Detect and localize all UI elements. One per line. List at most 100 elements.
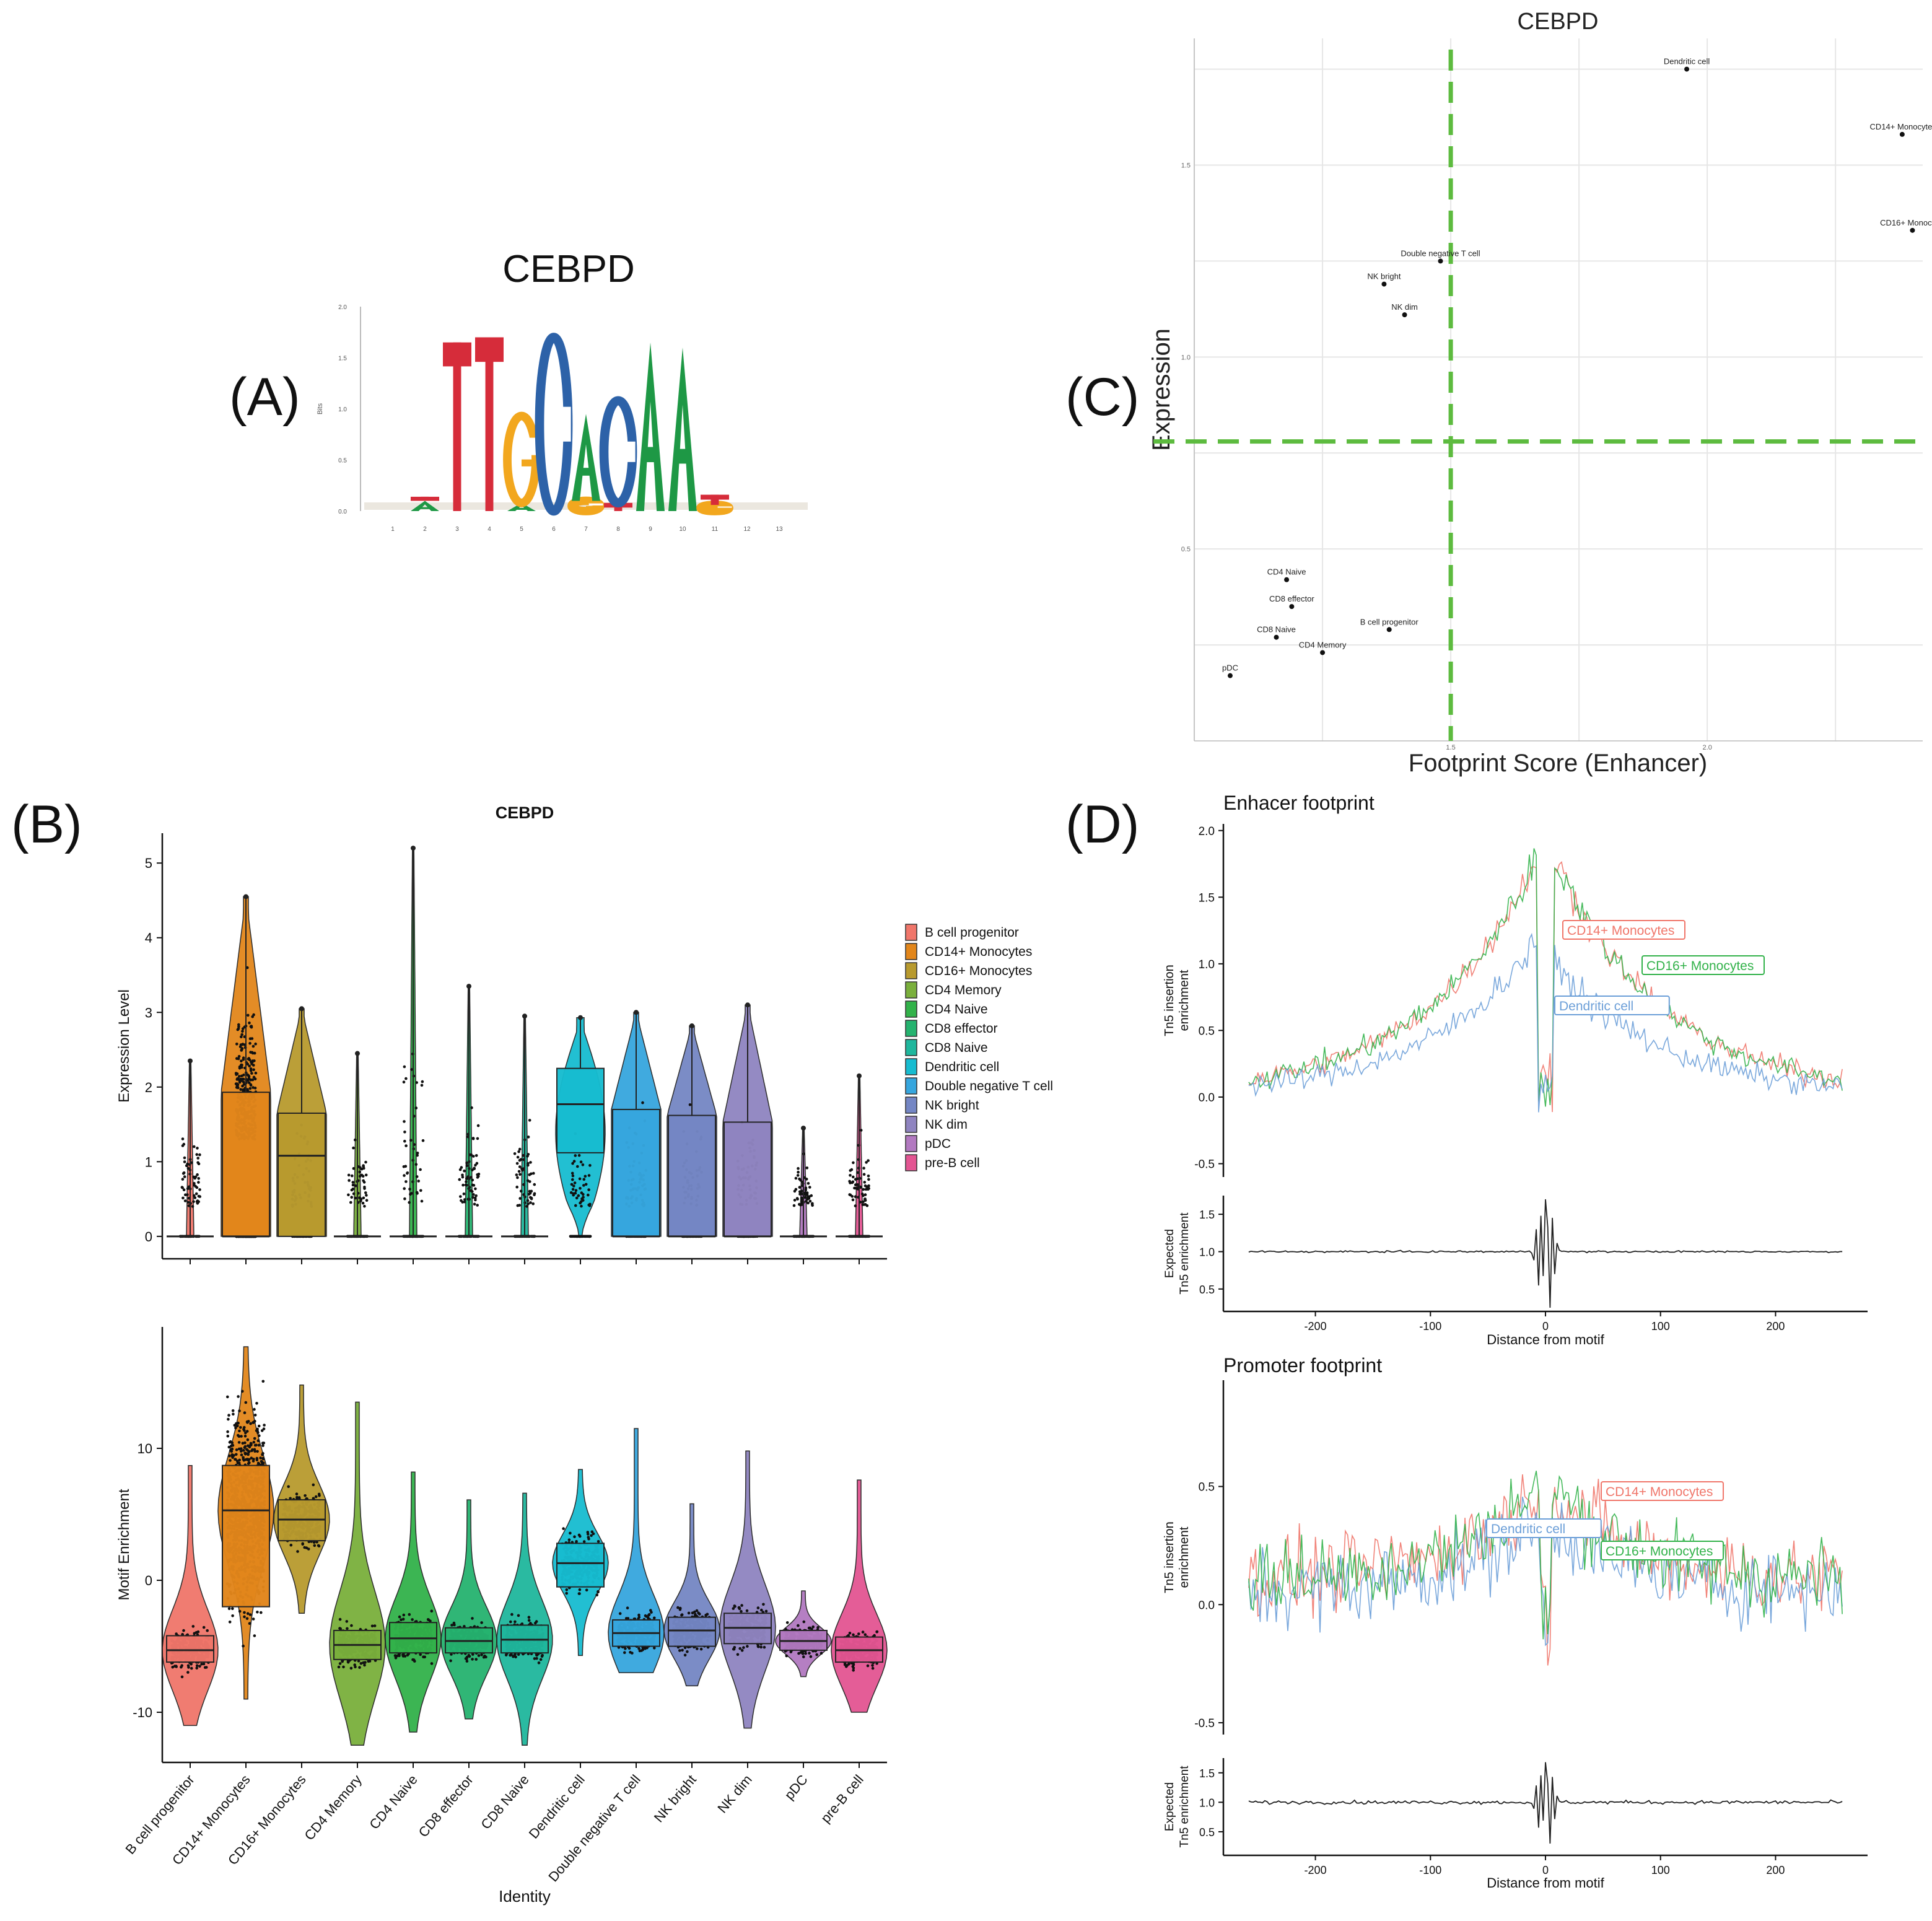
violin-point (471, 1196, 474, 1199)
violin-point (472, 1192, 475, 1196)
violin-point (236, 1028, 240, 1031)
panel-label-c: (C) (1065, 367, 1139, 427)
logo-letter-t-stem (421, 496, 429, 501)
violin-box (278, 1112, 326, 1237)
violin-point (235, 1453, 238, 1456)
violin-point (242, 1074, 245, 1077)
violin-point (362, 1164, 365, 1167)
violin-point (245, 1458, 249, 1461)
violin-point (255, 1458, 259, 1462)
violin-point (237, 1435, 241, 1438)
violin-point (256, 1439, 260, 1442)
violin-point (318, 1494, 321, 1497)
violin-point (403, 1120, 406, 1123)
violin-point (584, 1235, 587, 1238)
violin-point (242, 1449, 245, 1452)
violin-point (251, 1459, 255, 1463)
violin-point (470, 1176, 473, 1179)
violin-point (529, 1196, 532, 1199)
violin-point (797, 1166, 800, 1170)
violin-point (463, 1169, 466, 1173)
violin-point (420, 1083, 424, 1087)
violin-point (519, 1189, 523, 1193)
violin-point (363, 1663, 366, 1667)
violin-point (226, 1430, 229, 1433)
violin-point (373, 1624, 377, 1627)
violin-point (296, 1550, 299, 1553)
violin-point (460, 1166, 463, 1169)
violin-box (222, 1464, 270, 1608)
violin-point (246, 966, 249, 969)
violin-y-tick-label: 10 (138, 1441, 152, 1456)
violin-point (351, 1181, 355, 1184)
violin-point (528, 1173, 531, 1176)
violin-point (250, 1456, 253, 1459)
violin-point (403, 1197, 406, 1201)
logo-letter-a-bar (643, 447, 658, 463)
violin-point (337, 1665, 341, 1669)
violin-point (515, 1185, 518, 1189)
violin-point (419, 1168, 422, 1171)
violin-point (465, 1183, 468, 1187)
violin-point (413, 1660, 416, 1663)
violin-point (688, 1103, 692, 1106)
violin-point (235, 1073, 238, 1076)
violin-point (852, 1175, 855, 1179)
violin-point (462, 1192, 466, 1196)
violin-point (792, 1204, 796, 1207)
violin-point (851, 1180, 855, 1183)
violin-point (352, 1166, 356, 1170)
violin-point (181, 1172, 185, 1175)
violin-point (243, 1615, 246, 1619)
logo-position-label: 6 (552, 526, 556, 533)
logo-position-label: 3 (455, 526, 459, 533)
panel-label-d: (D) (1065, 795, 1139, 854)
violin-point (403, 1065, 406, 1069)
violin-point (404, 1144, 408, 1147)
violin-point (854, 1204, 857, 1207)
violin-point (227, 1414, 230, 1417)
violin-point (577, 1194, 580, 1197)
violin-point (528, 1119, 531, 1122)
violin-box (556, 1067, 605, 1153)
violin-point (202, 1626, 206, 1629)
violin-point (533, 1193, 536, 1196)
panel-label-a: (A) (229, 367, 300, 427)
violin-point (237, 1441, 241, 1444)
violin-point (252, 1440, 256, 1444)
violin-outlier (188, 1058, 193, 1064)
violin-outlier (522, 1013, 527, 1019)
violin-point (245, 1448, 248, 1451)
violin-point (865, 1185, 868, 1188)
violin-point (808, 1186, 811, 1189)
violin-point (260, 1611, 263, 1614)
violin-point (578, 1177, 582, 1181)
violin-point (231, 1456, 234, 1459)
scatter-point (1386, 627, 1392, 632)
violin-point (252, 1068, 255, 1072)
violin-point (206, 1629, 209, 1632)
violin-box (612, 1108, 660, 1237)
logo-letter-c-gap (556, 406, 571, 442)
violin-point (247, 1057, 250, 1061)
logo-letter-T (411, 496, 439, 501)
violin-point (587, 1235, 591, 1238)
violin-point (237, 1421, 240, 1425)
violin-point (240, 1450, 243, 1453)
scatter-point (1289, 604, 1295, 610)
scatter-point (1274, 634, 1279, 640)
violin-point (359, 1166, 362, 1170)
violin-point (805, 1193, 809, 1196)
violin-point (465, 1660, 469, 1663)
scatter-point (1438, 258, 1443, 264)
violin-point (359, 1197, 362, 1201)
violin-point (248, 1041, 251, 1045)
violin-point (251, 1078, 255, 1082)
violin-point (181, 1196, 185, 1200)
violin-point (806, 1182, 810, 1185)
violin-point (516, 1155, 520, 1159)
violin-point (580, 1204, 583, 1208)
logo-letter-g-bar (522, 459, 536, 466)
violin-point (471, 1617, 474, 1620)
violin-point (513, 1152, 517, 1155)
